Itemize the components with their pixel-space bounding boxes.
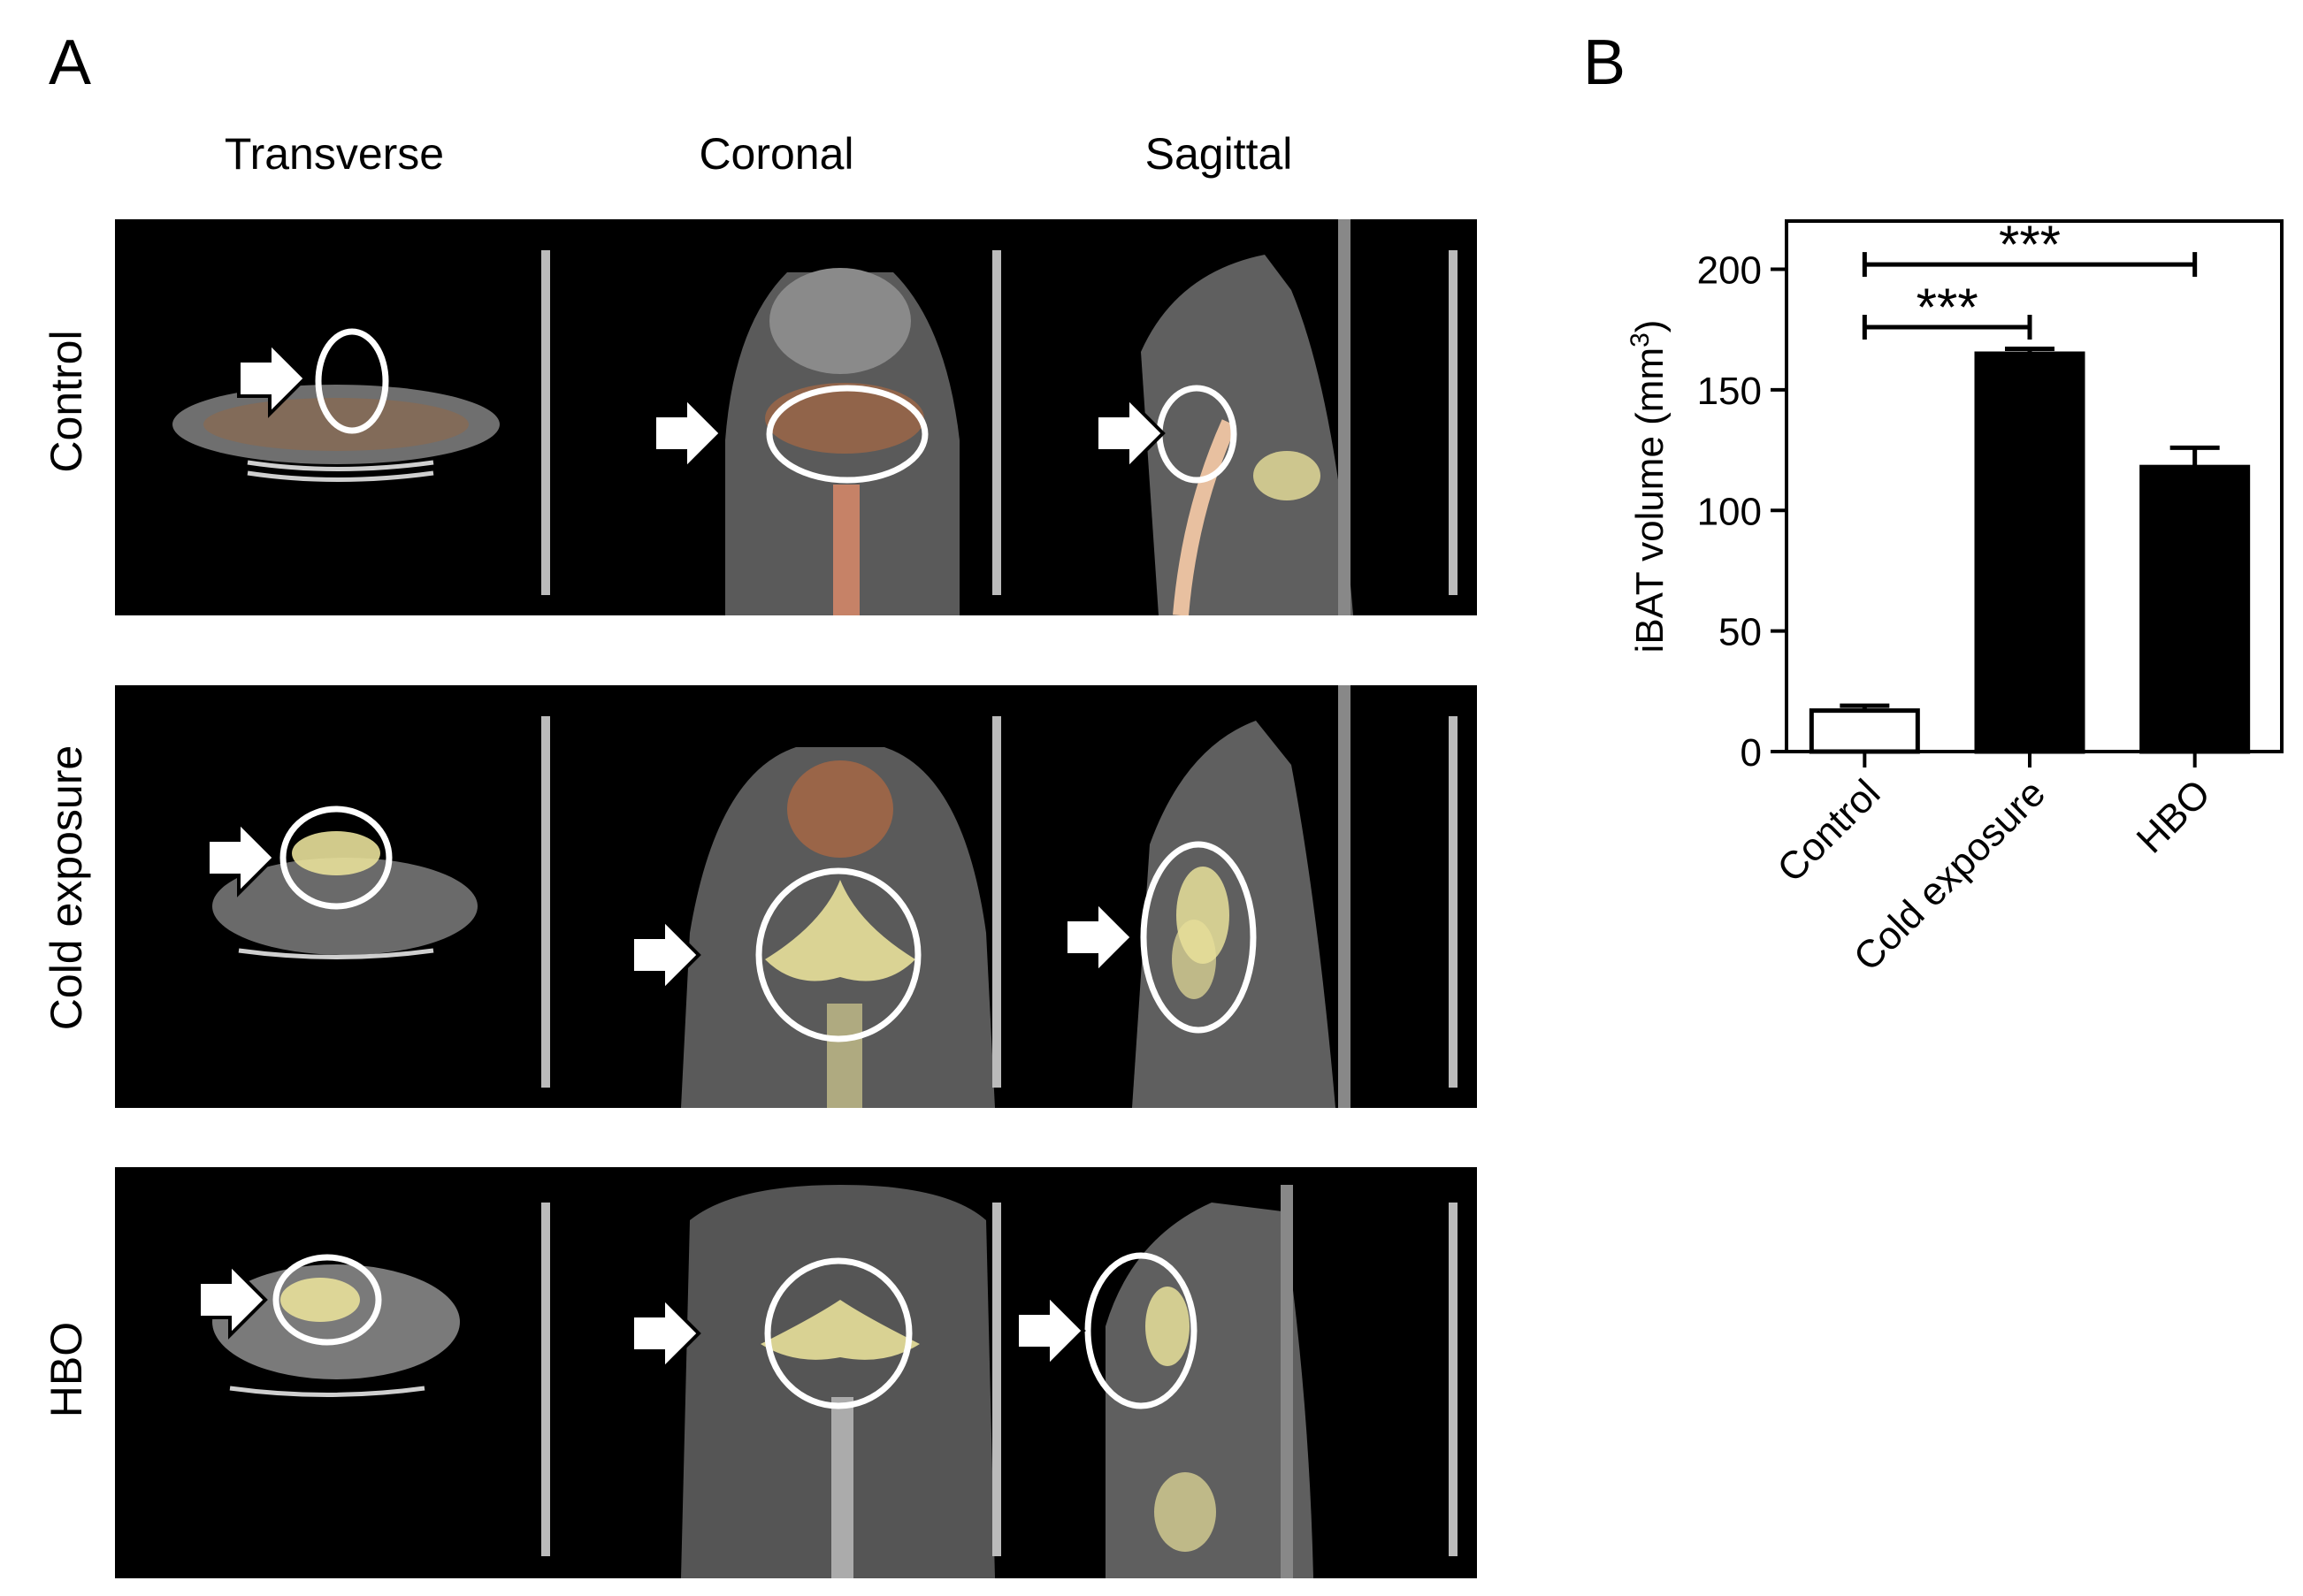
arrow-icon [1015, 1291, 1086, 1371]
highlight-circle-transverse [315, 328, 389, 434]
y-tick-label: 0 [1741, 731, 1762, 775]
highlight-circle-coronal [766, 385, 929, 484]
bar-control [1809, 708, 1920, 754]
scan-image-control [115, 219, 1477, 615]
significance-label: *** [1999, 215, 2061, 274]
arrow-icon [631, 915, 701, 995]
panel-b-label: B [1583, 27, 1626, 98]
arrow-icon [1095, 393, 1166, 473]
arrow-icon [653, 393, 723, 473]
highlight-circle-coronal [755, 867, 922, 1042]
sagittal-slice [1132, 721, 1335, 1108]
y-tick-label: 200 [1697, 249, 1762, 293]
scan-row-control [115, 219, 1477, 615]
column-heading-sagittal: Sagittal [1144, 129, 1293, 179]
x-tick-label: Control [1769, 771, 1888, 890]
row-label-hbo: HBO [42, 1321, 91, 1418]
y-axis-label: iBAT volume (mm3) [1626, 320, 1672, 653]
column-heading-transverse: Transverse [224, 129, 445, 179]
y-tick-label: 150 [1697, 370, 1762, 413]
arrow-icon [206, 818, 277, 897]
scan-row-hbo [115, 1167, 1477, 1578]
scan-image-cold-exposure [115, 685, 1477, 1108]
highlight-circle-transverse [272, 1254, 382, 1346]
highlight-circle-sagittal [1140, 841, 1257, 1034]
bar-cold-exposure [1974, 351, 2085, 754]
highlight-circle-transverse [279, 806, 393, 910]
arrow-icon [237, 339, 308, 418]
panel-a-label: A [49, 27, 92, 98]
row-label-cold-exposure: Cold exposure [42, 745, 91, 1031]
arrow-icon [1064, 897, 1135, 977]
row-label-control: Control [42, 330, 91, 473]
arrow-icon [197, 1260, 268, 1340]
column-heading-coronal: Coronal [699, 129, 854, 179]
highlight-circle-coronal [764, 1257, 913, 1409]
coronal-slice [681, 1185, 995, 1578]
scan-row-cold-exposure [115, 685, 1477, 1108]
y-tick-label: 50 [1718, 611, 1762, 654]
highlight-circle-sagittal [1084, 1252, 1197, 1409]
bar-hbo [2139, 464, 2251, 754]
arrow-icon [631, 1294, 701, 1373]
y-tick-label: 100 [1697, 490, 1762, 533]
scan-image-hbo [115, 1167, 1477, 1578]
x-tick-label: HBO [2129, 771, 2219, 861]
significance-label: *** [1917, 278, 1978, 337]
